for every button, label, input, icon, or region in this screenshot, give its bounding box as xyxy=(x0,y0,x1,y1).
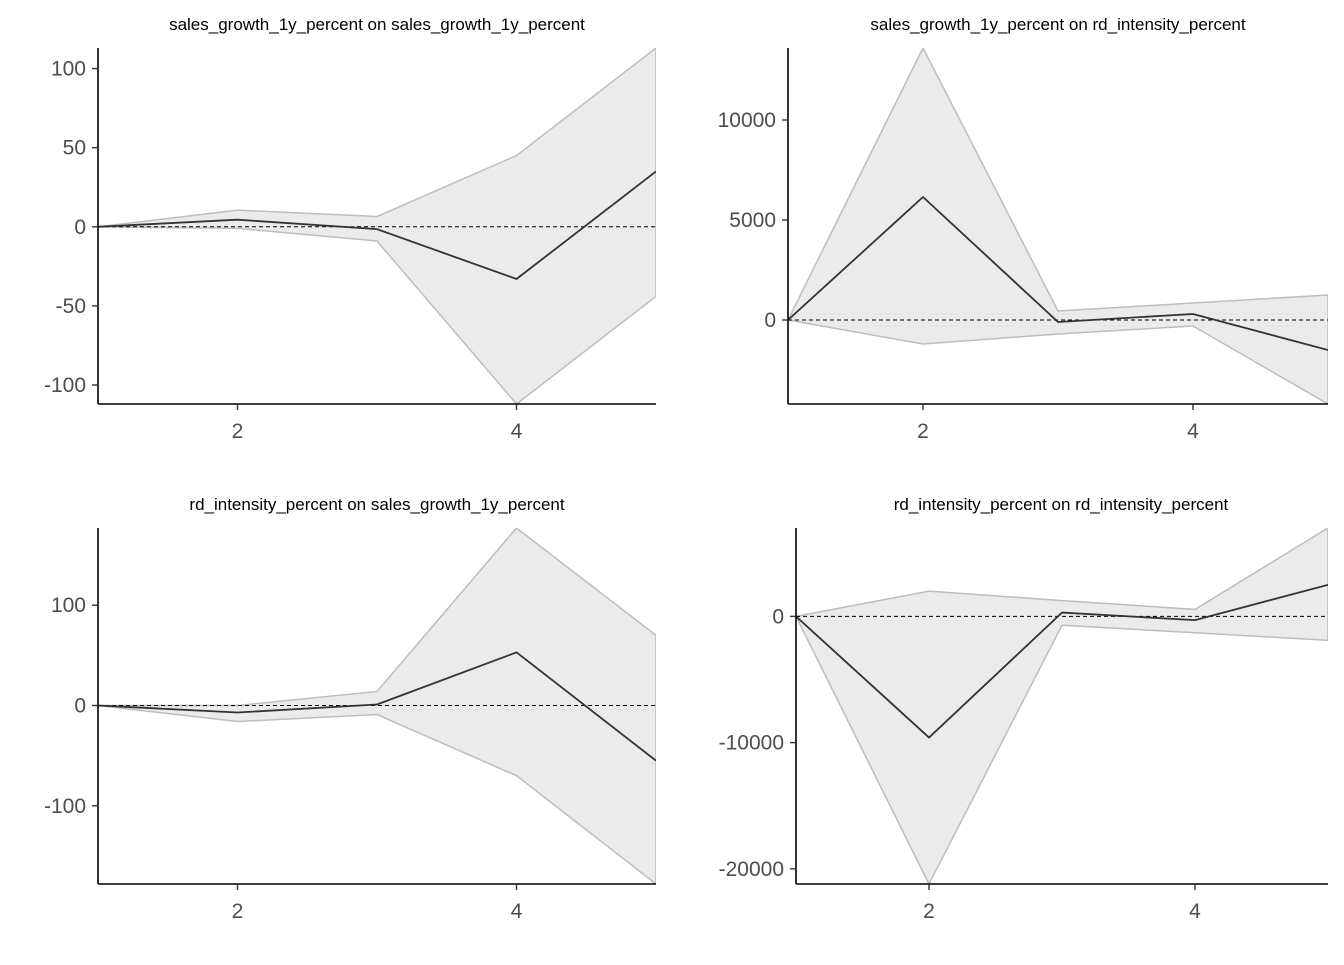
x-tick-label: 2 xyxy=(923,900,935,923)
x-tick-label: 2 xyxy=(232,420,244,443)
x-tick-label: 4 xyxy=(511,420,523,443)
y-tick-label: 0 xyxy=(74,216,86,239)
x-tick-label: 2 xyxy=(917,420,929,443)
y-tick-label: 5000 xyxy=(729,209,776,232)
panel-title: rd_intensity_percent on sales_growth_1y_… xyxy=(189,495,564,514)
irf-line xyxy=(98,170,656,280)
y-tick-label: -20000 xyxy=(719,858,784,881)
panel-rd-on-sales: rd_intensity_percent on sales_growth_1y_… xyxy=(44,495,656,923)
x-tick-label: 4 xyxy=(1189,900,1201,923)
x-tick-label: 2 xyxy=(232,900,244,923)
x-tick-label: 4 xyxy=(1187,420,1199,443)
y-tick-label: -100 xyxy=(44,795,86,818)
panel-sales-on-rd: sales_growth_1y_percent on rd_intensity_… xyxy=(718,15,1328,443)
confidence-band xyxy=(796,528,1328,884)
irf-line xyxy=(796,583,1328,739)
y-tick-label: 10000 xyxy=(718,109,776,132)
plot-area xyxy=(796,528,1328,884)
y-tick-label: -100 xyxy=(44,374,86,397)
panel-sales-on-sales: sales_growth_1y_percent on sales_growth_… xyxy=(44,15,656,443)
panel-title: sales_growth_1y_percent on sales_growth_… xyxy=(169,15,585,34)
y-tick-label: 100 xyxy=(51,58,86,81)
y-tick-label: -10000 xyxy=(719,732,784,755)
confidence-band xyxy=(788,48,1328,404)
panel-title: sales_growth_1y_percent on rd_intensity_… xyxy=(870,15,1245,34)
irf-line xyxy=(788,196,1328,351)
irf-line xyxy=(98,651,656,762)
y-tick-label: -50 xyxy=(56,295,86,318)
plot-area xyxy=(98,48,656,404)
y-tick-label: 0 xyxy=(772,605,784,628)
y-tick-label: 50 xyxy=(63,137,86,160)
panel-rd-on-rd: rd_intensity_percent on rd_intensity_per… xyxy=(719,495,1328,923)
y-tick-label: 0 xyxy=(764,309,776,332)
plot-area xyxy=(788,48,1328,404)
plot-area xyxy=(98,528,656,884)
y-tick-label: 0 xyxy=(74,694,86,717)
y-tick-label: 100 xyxy=(51,594,86,617)
x-tick-label: 4 xyxy=(511,900,523,923)
confidence-band xyxy=(98,48,656,404)
confidence-band xyxy=(98,528,656,884)
panel-title: rd_intensity_percent on rd_intensity_per… xyxy=(894,495,1229,514)
